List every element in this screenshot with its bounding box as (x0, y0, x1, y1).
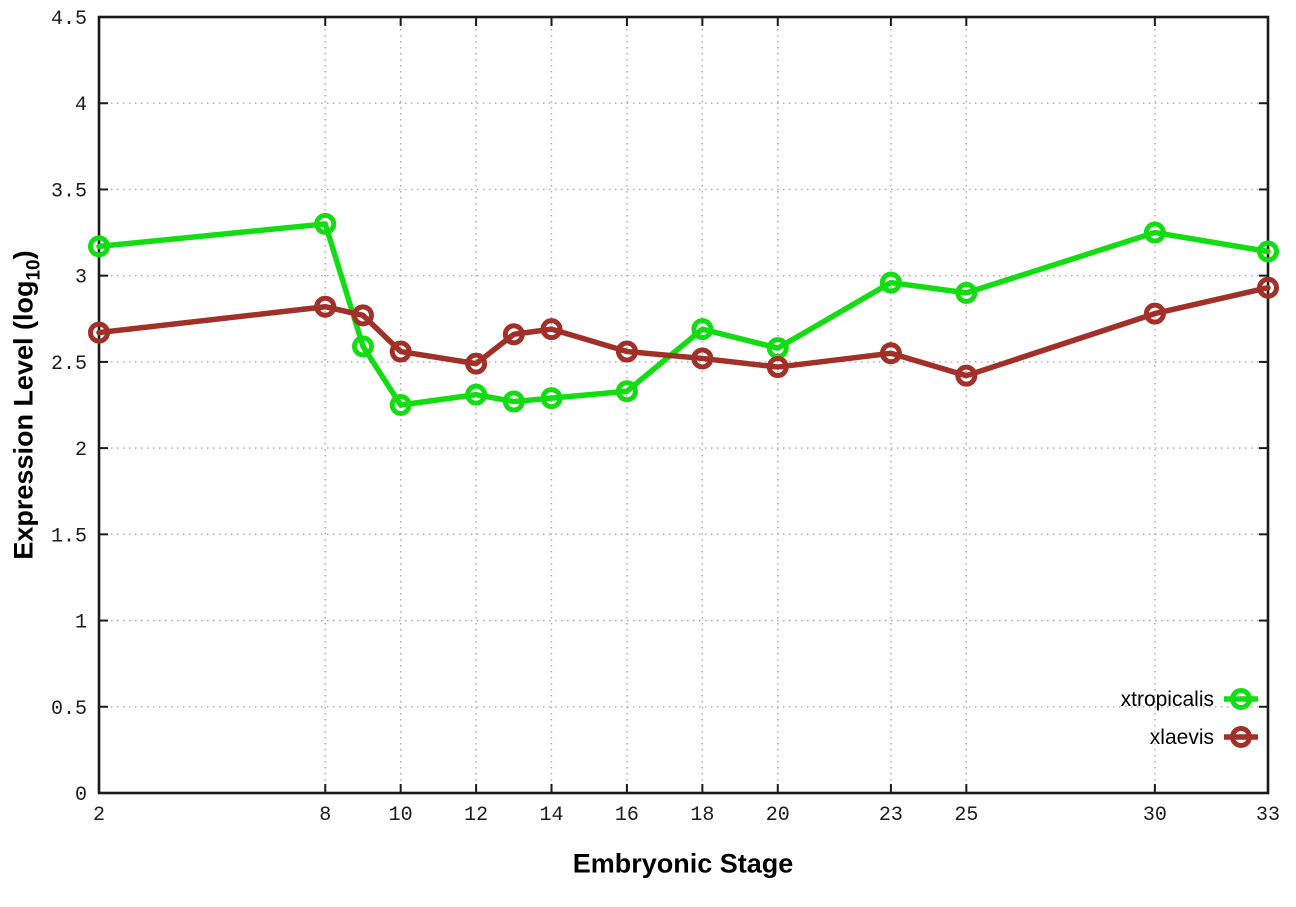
x-tick-label: 18 (690, 804, 714, 827)
y-axis-title-text: Expression Level (log (8, 280, 39, 560)
data-point-xlaevis (502, 323, 525, 346)
data-point-xlaevis (88, 321, 110, 344)
y-tick-label: 2 (75, 439, 87, 462)
data-point-xlaevis (351, 304, 374, 327)
legend-label-xtropicalis: xtropicalis (1121, 688, 1214, 711)
legend-marker (1230, 726, 1252, 748)
y-axis-title: Expression Level (log10) (9, 250, 46, 559)
data-point-xlaevis (615, 340, 638, 363)
y-tick-label: 2.5 (51, 353, 87, 376)
plot-border (97, 15, 1270, 795)
legend-marker (1230, 688, 1252, 710)
data-point-xtropicalis (389, 394, 412, 416)
data-point-xlaevis (1257, 276, 1279, 299)
x-tick-label: 33 (1256, 804, 1280, 827)
data-point-xtropicalis (955, 281, 978, 304)
data-point-xtropicalis (351, 335, 374, 358)
x-tick-label: 16 (615, 804, 639, 827)
data-point-xtropicalis (1143, 221, 1166, 244)
data-point-xtropicalis (615, 380, 638, 403)
series-line-xtropicalis (96, 221, 1271, 408)
data-point-xlaevis (540, 318, 563, 341)
data-point-xlaevis (879, 342, 902, 365)
y-tick-label: 1 (75, 612, 87, 635)
x-tick-label: 25 (954, 804, 978, 827)
data-point-xtropicalis (502, 390, 525, 413)
y-tick-label: 4.5 (51, 8, 87, 31)
data-point-xlaevis (955, 364, 978, 387)
x-tick-label: 23 (879, 804, 903, 827)
y-axis-title-subscript: 10 (23, 259, 45, 281)
y-tick-label: 1.5 (51, 525, 87, 548)
data-point-xtropicalis (879, 271, 902, 294)
data-point-xtropicalis (465, 383, 488, 406)
data-point-xtropicalis (1257, 240, 1279, 263)
data-point-xlaevis (766, 356, 789, 379)
data-point-xtropicalis (88, 235, 110, 258)
y-tick-label: 3 (75, 267, 87, 290)
y-tick-label: 0 (75, 784, 87, 807)
y-tick-label: 3.5 (51, 180, 87, 203)
data-point-xlaevis (314, 295, 337, 318)
x-tick-label: 10 (389, 804, 413, 827)
y-axis-title-close: ) (8, 250, 39, 260)
x-tick-label: 14 (540, 804, 564, 827)
data-point-xlaevis (465, 352, 488, 375)
x-axis-title: Embryonic Stage (572, 848, 794, 879)
data-point-xlaevis (691, 347, 714, 370)
y-tick-label: 0.5 (51, 698, 87, 721)
data-point-xlaevis (1143, 302, 1166, 325)
x-tick-label: 20 (766, 804, 790, 827)
x-tick-label: 8 (319, 804, 331, 827)
x-tick-label: 2 (93, 804, 105, 827)
legend-label-xlaevis: xlaevis (1150, 726, 1214, 749)
data-point-xlaevis (389, 340, 412, 363)
data-point-xtropicalis (691, 318, 714, 341)
x-tick-label: 12 (464, 804, 488, 827)
x-tick-label: 30 (1143, 804, 1167, 827)
data-point-xtropicalis (314, 212, 337, 235)
data-point-xtropicalis (540, 387, 563, 410)
y-tick-label: 4 (75, 94, 87, 117)
